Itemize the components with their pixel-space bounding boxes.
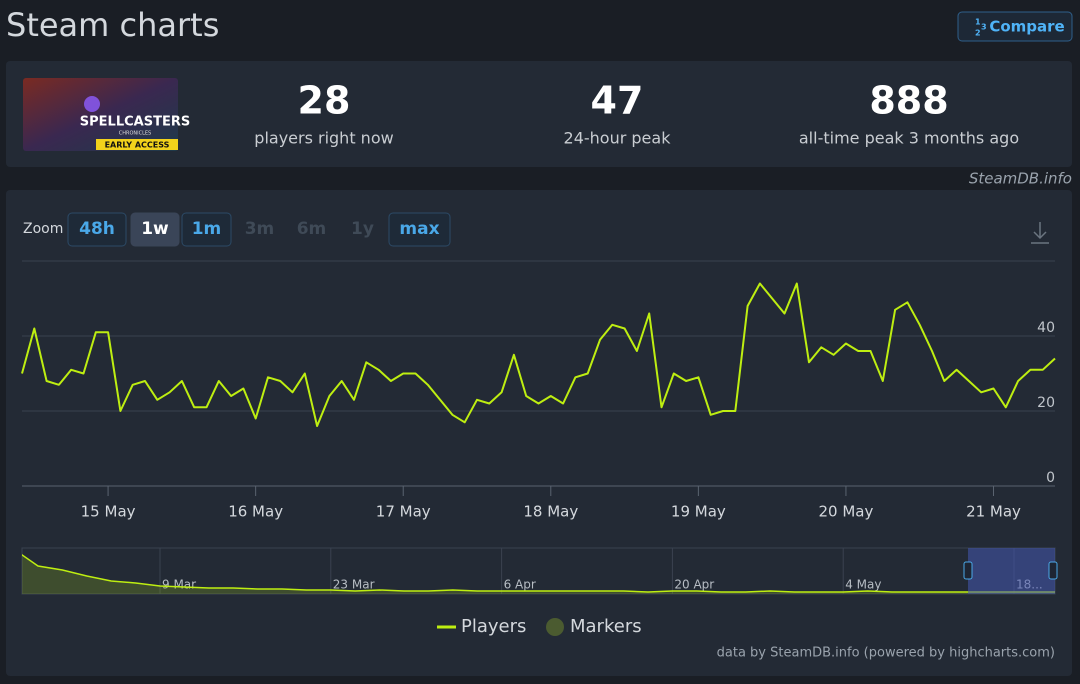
navigator-area — [22, 554, 1055, 594]
button-frame — [67, 212, 127, 247]
navigator-selection[interactable] — [968, 548, 1055, 594]
svg-text:1: 1 — [975, 18, 981, 27]
legend-swatch[interactable] — [546, 618, 564, 636]
x-tick-label: 16 May — [228, 503, 283, 521]
zoom-label: Zoom — [23, 221, 63, 237]
stat-label: 24-hour peak — [564, 129, 672, 148]
zoom-button[interactable]: 48h — [67, 212, 127, 247]
button-label: max — [399, 219, 439, 239]
navigator-series — [22, 553, 1055, 594]
game-badge: EARLY ACCESS — [105, 141, 170, 150]
x-tick-label: 15 May — [81, 503, 136, 521]
stats-panel — [6, 61, 1072, 167]
button-label: 48h — [79, 219, 115, 239]
navigator-label: 4 May — [845, 578, 881, 592]
x-tick-label: 18 May — [523, 503, 578, 521]
y-tick-label: 20 — [1037, 395, 1055, 411]
game-image: SPELLCASTERS CHRONICLES EARLY ACCESS — [23, 78, 190, 151]
game-title: SPELLCASTERS — [80, 115, 190, 130]
navigator-label: 23 Mar — [333, 578, 375, 592]
x-tick-label: 20 May — [819, 503, 874, 521]
stat-label: players right now — [254, 129, 393, 148]
legend-label[interactable]: Markers — [570, 616, 642, 637]
watermark: SteamDB.info — [969, 170, 1072, 188]
zoom-button[interactable]: 1m — [181, 212, 232, 247]
compare-button[interactable]: 132 Compare — [957, 11, 1073, 42]
stat-label: all-time peak 3 months ago — [799, 129, 1019, 148]
button-label: 1m — [192, 219, 222, 239]
credit: data by SteamDB.info (powered by highcha… — [717, 646, 1055, 661]
navigator-line — [22, 553, 1055, 593]
compare-icon: 132 — [975, 18, 987, 38]
button-frame — [130, 212, 180, 247]
stat-value: 28 — [298, 79, 351, 123]
x-tick-label: 21 May — [966, 503, 1021, 521]
stat-value: 47 — [591, 79, 644, 123]
download-icon[interactable] — [1031, 222, 1049, 244]
button-frame — [388, 212, 451, 247]
zoom-button: 6m — [297, 219, 327, 239]
button-label: 6m — [297, 219, 327, 239]
svg-text:2: 2 — [975, 29, 981, 38]
stat-value: 888 — [869, 79, 948, 123]
y-tick-label: 40 — [1037, 320, 1055, 336]
players-line — [21, 282, 1056, 427]
zoom-button: 1y — [351, 219, 374, 239]
navigator-label: 9 Mar — [162, 578, 196, 592]
y-tick-label: 0 — [1046, 470, 1055, 486]
button-label: Compare — [989, 18, 1064, 36]
button-label: 3m — [245, 219, 275, 239]
x-tick-label: 17 May — [376, 503, 431, 521]
button-frame — [181, 212, 232, 247]
navigator-handle[interactable] — [963, 561, 973, 580]
x-tick-label: 19 May — [671, 503, 726, 521]
navigator-label: 6 Apr — [504, 578, 536, 592]
page-title: Steam charts — [6, 6, 219, 44]
svg-text:3: 3 — [981, 23, 987, 32]
zoom-button[interactable]: 1w — [130, 212, 180, 247]
legend-label[interactable]: Players — [461, 616, 526, 637]
navigator-label: 20 Apr — [674, 578, 714, 592]
button-label: 1y — [351, 219, 374, 239]
zoom-button: 3m — [245, 219, 275, 239]
game-subtitle: CHRONICLES — [119, 131, 152, 137]
zoom-button[interactable]: max — [388, 212, 451, 247]
button-frame — [957, 11, 1073, 42]
navigator-handle[interactable] — [1048, 561, 1058, 580]
button-label: 1w — [141, 219, 169, 239]
chart-panel — [6, 190, 1072, 676]
